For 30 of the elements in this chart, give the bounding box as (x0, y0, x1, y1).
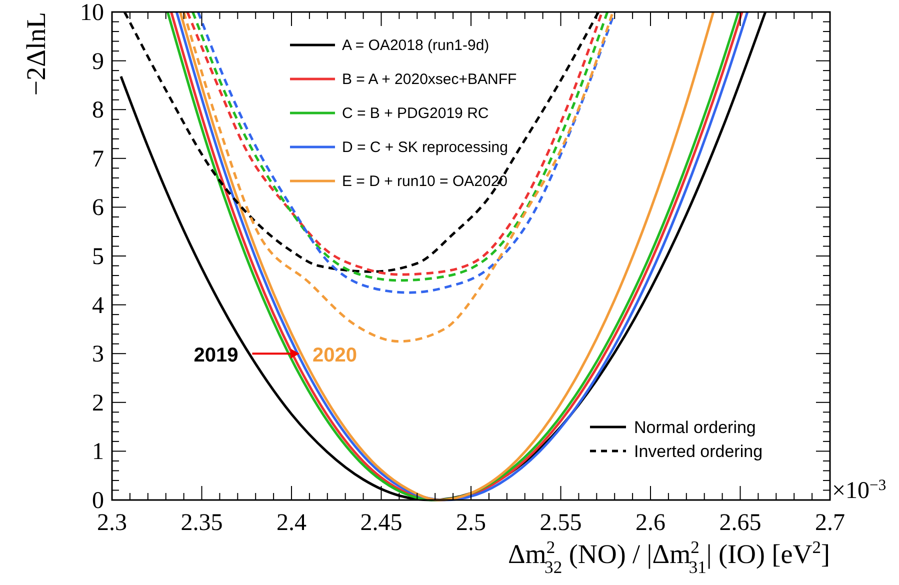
y-tick-label: 2 (92, 390, 104, 416)
x-tick-label: 2.5 (456, 510, 486, 536)
x-tick-label: 2.6 (636, 510, 666, 536)
legend-label: B = A + 2020xsec+BANFF (342, 71, 517, 88)
legend-label: D = C + SK reprocessing (342, 139, 508, 156)
annotation: 2020 (312, 344, 357, 367)
annotation: Normal ordering (634, 418, 756, 437)
legend-label: E = D + run10 = OA2020 (342, 173, 508, 190)
annotation: 2019 (194, 344, 238, 367)
x-tick-label: 2.65 (719, 510, 762, 536)
y-tick-label: 8 (92, 98, 104, 124)
annotation: Inverted ordering (634, 442, 763, 461)
y-tick-label: 10 (80, 0, 104, 26)
y-tick-label: 6 (92, 195, 104, 222)
text: Δm$^{2}$$_{32}$ (NO) / |Δm$^{2}$$_{31}$| (IO) [eV$^{2}$] (508, 537, 830, 577)
y-tick-label: 9 (92, 48, 104, 75)
y-tick-label: 5 (92, 244, 104, 270)
x-tick-label: 2.35 (180, 510, 223, 536)
x-tick-label: 2.45 (360, 510, 402, 536)
y-tick-label: 1 (92, 439, 104, 466)
x-tick-label: 2.4 (276, 510, 306, 536)
x-tick-label: 2.55 (540, 510, 582, 536)
legend-label: A = OA2018 (run1-9d) (342, 37, 490, 54)
x-tick-label: 2.7 (815, 510, 845, 536)
y-axis-title: −2ΔlnL (21, 12, 51, 96)
legend-label: C = B + PDG2019 RC (342, 105, 489, 122)
y-tick-label: 3 (92, 342, 104, 368)
y-tick-label: 7 (92, 146, 104, 172)
text: ×10$^{−3}$ (832, 476, 886, 504)
y-tick-label: 4 (92, 292, 104, 319)
